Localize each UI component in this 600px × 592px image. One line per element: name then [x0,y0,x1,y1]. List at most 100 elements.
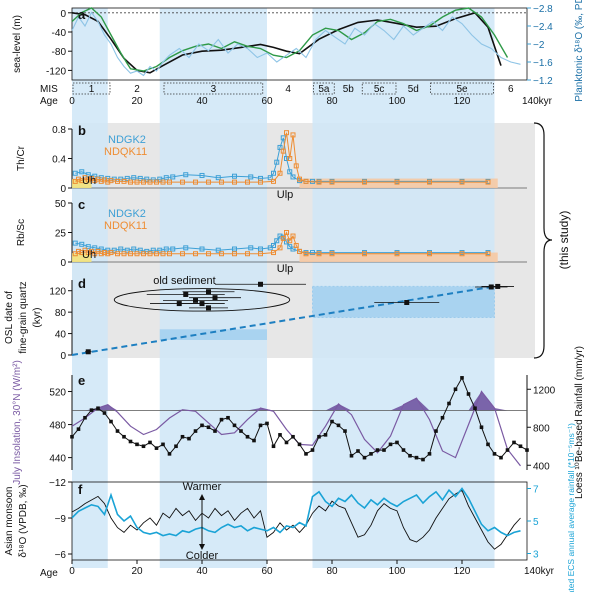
point-ndqk11-c [459,251,465,257]
point-rainfall [232,423,237,428]
point-ndqk11-b [206,179,211,185]
point-rainfall [427,452,432,456]
mis-stage-5e: 5e [456,84,468,95]
point-ndgk2-c [124,247,130,253]
point-rainfall [460,376,464,380]
point-ndqk11-c [280,235,286,241]
mis-stage-5b: 5b [343,84,355,95]
tick-label-f-right: 5 [533,517,539,528]
point-rainfall [76,427,81,431]
point-ndqk11-b [485,179,491,185]
xtick-label-f: 80 [326,566,338,577]
point-ndgk2-b [267,175,273,181]
point-ndqk11-b [108,178,114,184]
point-ndqk11-b [277,170,283,176]
series-ecs-rainfall [71,487,521,537]
point-ndgk2-b [248,174,254,180]
tick-label-a-right: −1.2 [533,76,553,87]
point-ndqk11-c [427,251,432,257]
point-ndqk11-c [128,251,133,257]
point-ndgk2-b [199,172,205,178]
point-rainfall [135,442,139,447]
point-ndqk11-b [303,178,309,184]
tick-label-a-left: -120 [46,66,66,77]
mis-stage-3: 3 [211,84,217,95]
mis-stage-5a: 5a [318,84,330,95]
osl-point [199,301,205,307]
panel-label-f: f [78,482,83,497]
point-ndgk2-b [271,170,276,176]
point-rainfall [291,434,295,439]
tick-label-b: 0 [60,184,66,195]
point-ndgk2-b [124,175,130,181]
point-rainfall [421,457,425,462]
point-rainfall [395,440,399,445]
xtick-label-f: 120 [454,566,471,577]
panel-label-c: c [78,197,85,212]
osl-trend-line [71,285,495,356]
point-ndqk11-b [128,179,133,185]
point-rainfall [349,453,354,458]
point-ndqk11-c [180,251,185,257]
point-ndqk11-b [147,179,153,185]
point-ndqk11-c [121,251,127,257]
point-ndqk11-c [102,250,107,256]
point-rainfall [167,452,172,456]
osl-point [258,281,263,287]
point-rainfall [304,452,308,456]
point-rainfall [310,448,315,452]
point-ndqk11-c [160,251,166,257]
point-ndqk11-c [167,251,172,257]
osl-point [404,300,410,305]
point-rainfall [239,429,243,433]
point-ndgk2-c [157,247,163,253]
tick-label-a-right: −1.6 [533,58,553,69]
point-rainfall [492,452,497,456]
mis-box-1 [72,82,111,95]
point-rainfall [401,448,406,452]
point-rainfall [213,429,217,433]
legend-ndqk11-b: NDQK11 [104,146,147,158]
point-ndgk2-c [199,246,205,252]
osl-point [193,297,198,303]
tick-label-e-right: 800 [533,423,550,434]
xtick-label-f: 20 [131,566,143,577]
panel-label-d: d [78,276,86,291]
point-rainfall [141,444,146,449]
point-rainfall [284,440,289,445]
annotation-uh-b: Uh [82,175,96,187]
this-study-bracket [533,122,553,359]
point-rainfall [473,406,477,411]
point-ndgk2-c [290,246,296,252]
point-ndgk2-b [79,169,85,175]
point-rainfall [336,423,341,428]
point-rainfall [499,455,503,460]
age-label-f: Age [40,568,58,579]
annotation-ulp-b: Ulp [277,189,294,201]
point-ndqk11-b [258,179,263,185]
tick-label-d: 40 [55,330,67,341]
point-ndqk11-b [85,177,91,183]
ylabel-a: sea-level (m) [12,15,23,73]
point-ndqk11-c [245,251,250,257]
tick-label-e: 480 [49,421,66,432]
tick-label-f-right: 7 [533,485,539,496]
point-ndqk11-c [206,251,211,257]
point-rainfall [109,419,113,424]
xtick-label-f: 0 [69,566,75,577]
point-rainfall [265,421,269,426]
point-rainfall [245,434,250,439]
point-ndqk11-b [287,156,293,161]
point-ndgk2-c [248,245,254,251]
series-ndqk11-c [75,231,488,255]
xtick-label-a: 40 [196,96,208,107]
ylabel-f-line-1: δ¹⁸O (VPDB, ‰) [18,484,29,557]
ylabel-e-right: Loess ¹⁰Be-based Rainfall (mm/yr) [574,346,585,499]
point-ndgk2-c [92,245,98,251]
point-rainfall [226,415,230,420]
mis-label: MIS [40,84,58,95]
point-ndqk11-b [232,179,237,185]
point-ndqk11-c [284,230,289,235]
series--18o-light-blue- [71,11,521,77]
